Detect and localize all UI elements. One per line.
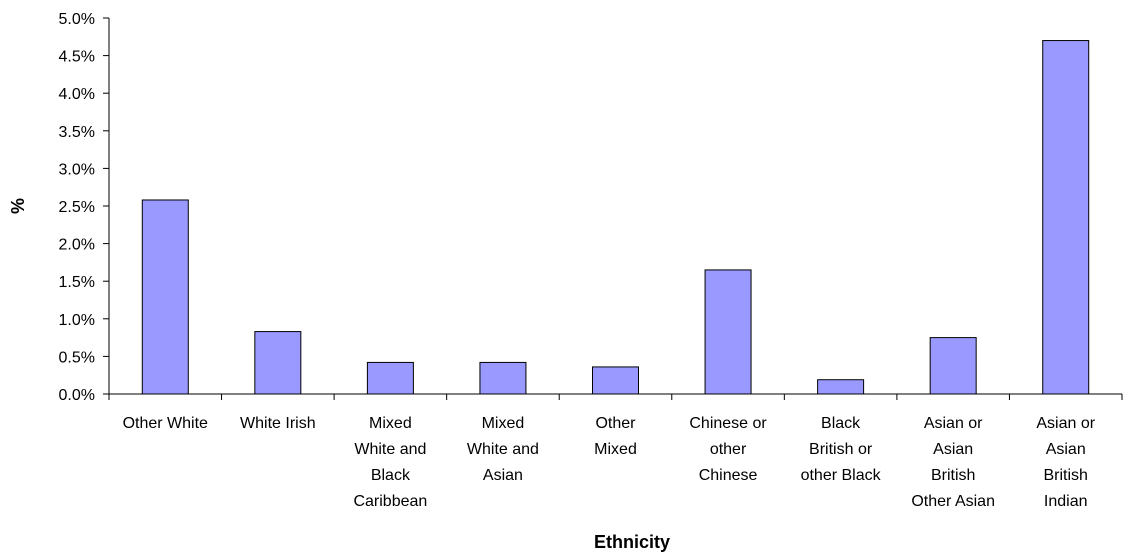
plot-area: 0.0% 0.5% 1.0% 1.5% 2.0% 2.5% 3.0% 3.5% 4.0% 4.5%… [59, 11, 1123, 510]
bar [704, 269, 752, 395]
x-category-label: Asian or Asian British Other Asian [911, 415, 995, 510]
x-category-label: Other White [123, 415, 208, 432]
y-tick-label: 5.0% [59, 11, 95, 28]
x-category-label: Black British or other Black [801, 415, 882, 484]
bar [141, 199, 189, 395]
y-tick-label: 0.0% [59, 387, 95, 404]
y-tick-label: 1.5% [59, 274, 95, 291]
y-tick-label: 4.0% [59, 86, 95, 103]
bar [1042, 40, 1090, 395]
bar [817, 379, 865, 395]
y-tick-label: 1.0% [59, 312, 95, 329]
bar [366, 361, 414, 395]
x-category-label: Mixed White and Black Caribbean [353, 415, 427, 510]
y-tick-label: 2.5% [59, 199, 95, 216]
bar [254, 331, 302, 395]
y-tick-label: 2.0% [59, 237, 95, 254]
x-axis-title: Ethnicity [594, 532, 670, 552]
x-category-label: Asian or Asian British Indian [1036, 415, 1095, 510]
y-tick-label: 4.5% [59, 49, 95, 66]
x-category-label: Mixed White and Asian [467, 415, 539, 484]
x-category-label: Other Mixed [594, 415, 637, 458]
y-tick-label: 3.5% [59, 124, 95, 141]
y-tick-label: 0.5% [59, 349, 95, 366]
y-tick-label: 3.0% [59, 161, 95, 178]
bar [592, 366, 639, 395]
x-category-label: White Irish [240, 415, 316, 432]
bar [929, 337, 977, 395]
bar [479, 361, 527, 395]
x-category-label: Chinese or other Chinese [689, 415, 767, 484]
y-axis-title: % [8, 198, 28, 214]
